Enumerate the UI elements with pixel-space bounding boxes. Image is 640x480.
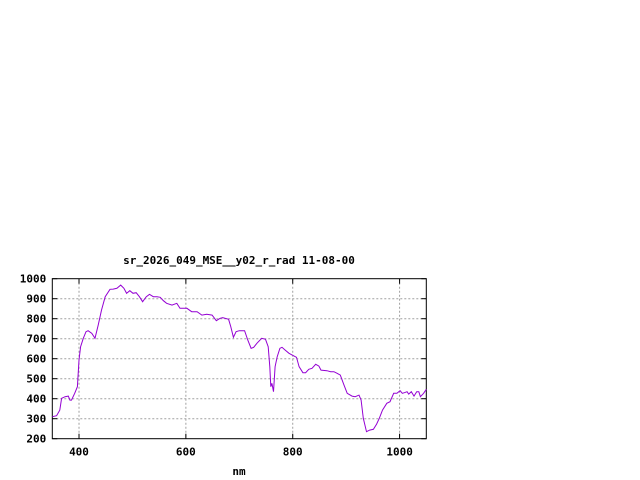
x-tick-label: 1000 (386, 446, 413, 459)
axes (51, 278, 427, 440)
y-tick-label: 500 (26, 373, 46, 386)
y-tick-label: 200 (26, 433, 46, 446)
x-axis-label: nm (232, 465, 246, 478)
series-line (52, 284, 427, 433)
tick-labels: 400 600 800 1000 200 300 400 500 600 700 800 900 100… (20, 273, 413, 459)
y-tick-label: 300 (26, 413, 46, 426)
x-tick-label: 600 (176, 446, 196, 459)
x-tick-label: 800 (283, 446, 303, 459)
y-tick-label: 800 (26, 313, 46, 326)
y-tick-label: 400 (26, 393, 46, 406)
y-tick-label: 600 (26, 353, 46, 366)
y-tick-label: 700 (26, 333, 46, 346)
y-tick-label: 1000 (20, 273, 47, 286)
grid (52, 278, 427, 439)
plot-border (51, 278, 427, 440)
y-tick-label: 900 (26, 293, 46, 306)
chart-title: sr_2026_049_MSE__y02_r_rad 11-08-00 (123, 254, 355, 267)
x-tick-label: 400 (69, 446, 89, 459)
